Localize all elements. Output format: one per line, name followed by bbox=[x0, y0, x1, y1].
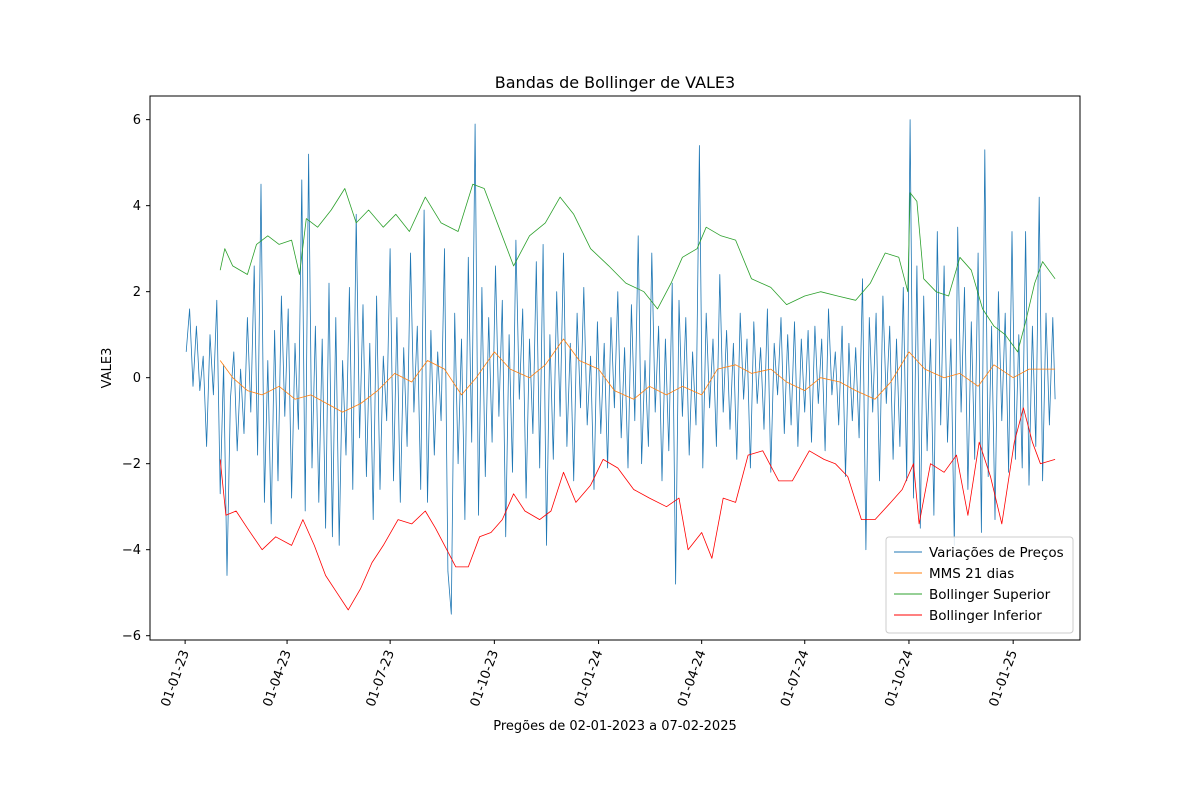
y-tick-label: 6 bbox=[133, 113, 141, 128]
legend-entry: Bollinger Superior bbox=[929, 587, 1051, 603]
x-tick-label: 01-04-23 bbox=[261, 648, 295, 709]
series-line-4 bbox=[219, 407, 1056, 611]
x-tick-label: 01-01-23 bbox=[159, 648, 193, 709]
legend-box bbox=[885, 536, 1074, 634]
y-tick-label: 0 bbox=[133, 371, 141, 386]
legend-entry: MMS 21 dias bbox=[929, 566, 1014, 582]
x-tick-label: 01-01-25 bbox=[987, 648, 1021, 709]
plot-lines bbox=[185, 119, 1056, 615]
series-line-1 bbox=[185, 119, 1056, 615]
legend-entry: Variações de Preços bbox=[929, 545, 1064, 561]
plot-frame bbox=[149, 95, 1081, 641]
y-axis-label: VALE3 bbox=[100, 348, 115, 389]
x-tick-label: 01-04-24 bbox=[675, 648, 709, 709]
series-line-2 bbox=[219, 338, 1056, 413]
x-tick-label: 01-10-23 bbox=[468, 648, 502, 709]
series-line-3 bbox=[219, 183, 1056, 353]
y-tick-label: 4 bbox=[133, 199, 141, 214]
x-tick-label: 01-07-24 bbox=[778, 648, 812, 709]
y-tick-label: −2 bbox=[122, 457, 141, 472]
x-axis: 01-01-23 01-04-23 01-07-23 01-10-23 01-01-24… bbox=[159, 640, 1021, 709]
x-tick-label: 01-07-23 bbox=[364, 648, 398, 709]
chart-title: Bandas de Bollinger de VALE3 bbox=[495, 73, 735, 92]
legend: Variações de Preços MMS 21 dias Bollinger … bbox=[885, 536, 1074, 634]
x-tick-label: 01-10-24 bbox=[882, 648, 916, 709]
y-tick-label: −6 bbox=[122, 629, 141, 644]
legend-entry: Bollinger Inferior bbox=[929, 608, 1042, 624]
y-tick-label: 2 bbox=[133, 285, 141, 300]
x-axis-label: Pregões de 02-01-2023 a 07-02-2025 bbox=[493, 719, 737, 734]
y-tick-label: −4 bbox=[122, 543, 141, 558]
y-axis: −6 −4 −2 0 2 4 6 bbox=[122, 113, 150, 644]
x-tick-label: 01-01-24 bbox=[572, 648, 606, 709]
